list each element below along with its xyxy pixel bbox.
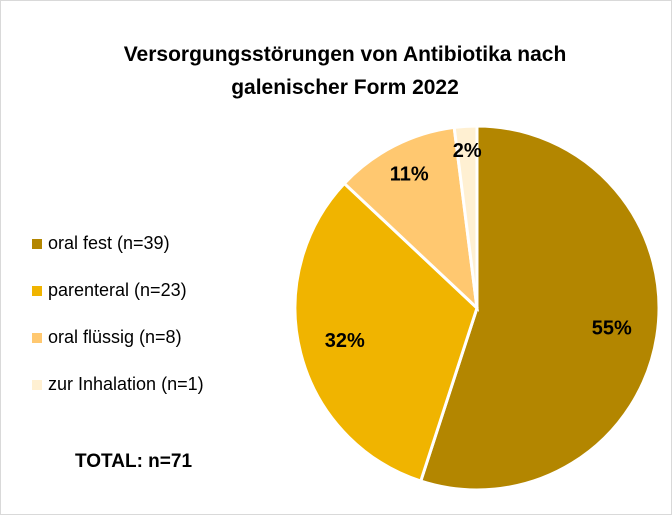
legend-label: parenteral (n=23) [48,280,187,300]
data-label: 32% [325,330,365,352]
pie-slice [342,125,480,312]
data-label: 2% [453,140,482,162]
legend-label: oral flüssig (n=8) [48,327,182,347]
legend-label: oral fest (n=39) [48,233,170,253]
legend-swatch [32,380,42,390]
pie-slice [293,181,479,483]
pie-slice [452,124,479,309]
data-label: 11% [390,163,429,185]
legend-swatch [32,286,42,296]
annotation: TOTAL: n=71 [75,451,192,472]
chart-title: Versorgungsstörungen von Antibiotika nac… [123,43,567,99]
data-label: 55% [592,318,632,340]
legend-label: zur Inhalation (n=1) [48,374,204,394]
legend-swatch [32,333,42,343]
pie-slice [418,124,661,492]
legend-swatch [32,239,42,249]
